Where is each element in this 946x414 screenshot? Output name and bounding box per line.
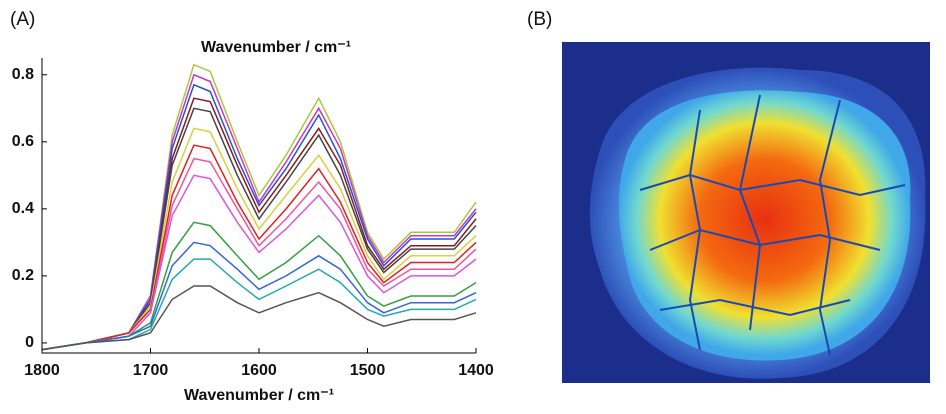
spectrum-line xyxy=(41,144,477,351)
spectrum-line xyxy=(41,63,477,351)
x-tick-label: 1400 xyxy=(458,362,494,379)
spectrum-line xyxy=(41,107,477,351)
sample xyxy=(618,90,911,361)
heatmap-image xyxy=(562,42,930,383)
cracks xyxy=(639,94,906,356)
spectrum-line xyxy=(41,157,477,351)
spectrum-line xyxy=(41,127,477,351)
y-tick-label: 0.6 xyxy=(12,133,34,150)
chart-title: Wavenumber / cm⁻¹ xyxy=(201,39,351,56)
spectrum-line xyxy=(41,73,477,351)
panel-label: (B) xyxy=(527,9,552,30)
x-tick-label: 1800 xyxy=(24,362,60,379)
spectrum-line xyxy=(41,221,477,351)
spectrum-line xyxy=(41,97,477,351)
x-tick-label: 1600 xyxy=(241,362,277,379)
y-tick-label: 0.8 xyxy=(12,66,34,83)
y-tick-label: 0.2 xyxy=(12,267,34,284)
spectrum-line xyxy=(41,258,477,351)
y-tick-label: 0.4 xyxy=(12,200,34,217)
spectrum-line xyxy=(41,285,477,351)
spectrum-line xyxy=(41,83,477,351)
spectrum-line xyxy=(41,241,477,351)
spectrum-line xyxy=(41,174,477,351)
x-tick-label: 1700 xyxy=(133,362,169,379)
y-tick-label: 0 xyxy=(25,334,34,351)
panel-label: (A) xyxy=(10,9,35,30)
x-tick-label: 1500 xyxy=(350,362,386,379)
x-axis-label: Wavenumber / cm⁻¹ xyxy=(184,387,334,404)
axes xyxy=(41,58,476,354)
